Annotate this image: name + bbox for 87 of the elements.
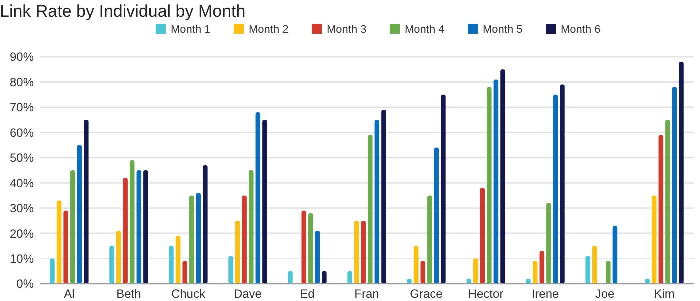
- y-tick-label: 70%: [10, 100, 34, 115]
- bar: [606, 261, 611, 284]
- bar: [256, 112, 261, 284]
- bar: [77, 145, 82, 284]
- bar: [382, 110, 386, 284]
- y-tick-label: 0%: [16, 277, 34, 292]
- y-tick-label: 40%: [10, 176, 34, 190]
- bar: [414, 246, 419, 284]
- legend-label: Month 5: [483, 24, 523, 36]
- x-tick-label: Fran: [354, 287, 380, 301]
- y-tick-label: 50%: [10, 151, 34, 166]
- bar: [348, 271, 352, 284]
- bar: [228, 256, 234, 284]
- bar: [420, 261, 426, 284]
- bar: [434, 148, 440, 284]
- bar: [70, 170, 76, 284]
- bar: [546, 203, 552, 284]
- x-tick-label: Joe: [595, 287, 616, 301]
- x-tick-label: Kim: [654, 287, 675, 301]
- bar: [169, 246, 174, 284]
- bar: [374, 120, 380, 284]
- y-tick-label: 30%: [10, 202, 34, 216]
- chart-title: Link Rate by Individual by Month: [0, 2, 246, 21]
- bar: [658, 135, 664, 284]
- y-tick-label: 90%: [10, 50, 34, 64]
- x-tick-label: Dave: [234, 287, 262, 301]
- x-tick-label: Chuck: [171, 287, 206, 301]
- bar: [249, 170, 254, 284]
- legend-label: Month 2: [249, 24, 289, 36]
- bar: [130, 160, 135, 284]
- bar: [679, 62, 684, 284]
- bar: [480, 188, 485, 284]
- x-tick-label: Grace: [410, 287, 444, 301]
- bar: [262, 120, 268, 284]
- bar: [441, 94, 446, 284]
- bar: [487, 87, 492, 284]
- bar: [322, 271, 327, 284]
- bar: [672, 87, 678, 284]
- bar: [189, 196, 194, 284]
- bar: [123, 178, 128, 284]
- legend-label: Month 6: [561, 24, 601, 36]
- y-tick-label: 80%: [10, 75, 34, 90]
- bar: [50, 258, 55, 284]
- bar: [494, 80, 499, 284]
- bar: [182, 261, 188, 284]
- bar: [368, 135, 373, 284]
- x-tick-label: Al: [64, 287, 75, 301]
- bar: [540, 251, 545, 284]
- y-tick-label: 20%: [10, 226, 34, 241]
- bar: [666, 120, 670, 284]
- bar: [500, 70, 506, 284]
- bar: [553, 94, 558, 284]
- bar: [361, 220, 366, 284]
- y-tick-label: 10%: [10, 252, 34, 266]
- bar: [235, 220, 240, 284]
- bar: [592, 246, 598, 284]
- legend-label: Month 1: [171, 24, 211, 36]
- x-tick-label: Irene: [532, 287, 560, 301]
- bar: [56, 200, 62, 284]
- bar: [532, 261, 538, 284]
- bar: [64, 210, 68, 284]
- bar: [203, 165, 208, 284]
- bar: [288, 271, 293, 284]
- legend-label: Month 4: [405, 24, 445, 36]
- legend-label: Month 3: [327, 24, 367, 36]
- bar: [612, 226, 618, 284]
- bar: [136, 170, 142, 284]
- bar: [302, 210, 306, 284]
- bar: [354, 220, 360, 284]
- bar: [586, 256, 590, 284]
- bar: [560, 84, 565, 284]
- bar: [242, 196, 247, 284]
- x-tick-label: Beth: [116, 287, 142, 301]
- bar: [116, 231, 122, 284]
- bar: [110, 246, 114, 284]
- bar: [473, 258, 478, 284]
- bar: [428, 196, 432, 284]
- bar: [176, 236, 181, 284]
- y-tick-label: 60%: [10, 126, 34, 140]
- bar: [315, 231, 320, 284]
- bar: [652, 196, 657, 284]
- x-tick-label: Hector: [468, 287, 504, 301]
- bar: [308, 213, 314, 284]
- bar: [196, 193, 202, 284]
- x-tick-label: Ed: [300, 287, 315, 301]
- bar: [84, 120, 89, 284]
- bar: [144, 170, 148, 284]
